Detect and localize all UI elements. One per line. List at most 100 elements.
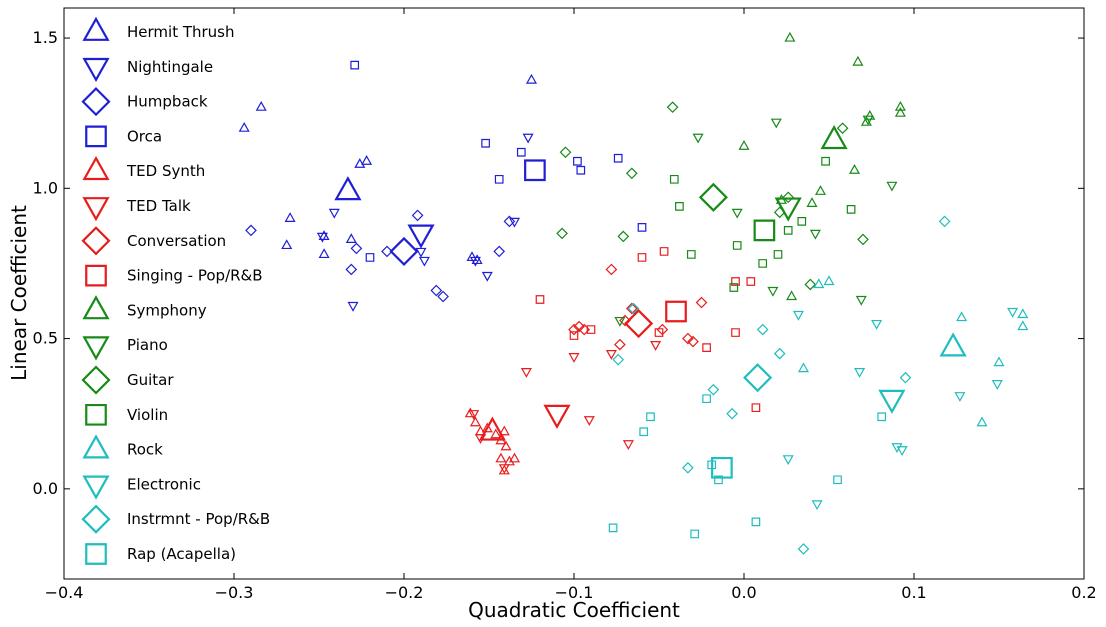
data-point	[702, 343, 711, 352]
data-point	[350, 60, 360, 70]
legend-label: Guitar	[127, 371, 174, 389]
data-point	[411, 209, 424, 222]
data-point	[381, 245, 393, 258]
data-point	[732, 241, 742, 250]
legend: Hermit Thrush Nightingale Humpback Orca TED …	[81, 16, 270, 565]
data-point	[468, 410, 480, 420]
series-mean-marker	[711, 456, 733, 479]
y-tick-label: 1.0	[33, 178, 58, 197]
data-point	[361, 155, 373, 165]
data-point	[899, 371, 912, 384]
y-axis: 0.0 0.5 1.0 1.5	[33, 28, 1084, 498]
data-point	[756, 323, 769, 336]
x-tick-label: −0.2	[385, 583, 424, 602]
legend-marker	[82, 197, 110, 222]
data-point	[619, 314, 631, 327]
data-point	[792, 310, 804, 321]
data-point	[797, 217, 807, 226]
data-point	[508, 452, 521, 463]
data-point	[852, 55, 864, 66]
data-point	[690, 529, 700, 539]
y-tick-label: 0.5	[33, 329, 58, 348]
y-axis-label: Linear Coefficient	[7, 205, 31, 381]
data-point	[956, 311, 968, 322]
data-point	[1007, 307, 1019, 318]
legend-marker	[82, 475, 110, 500]
data-point	[498, 425, 510, 436]
x-tick-label: −0.4	[45, 583, 84, 602]
data-point	[729, 283, 739, 292]
legend-label: Conversation	[127, 232, 226, 250]
legend-label: Singing - Pop/R&B	[127, 267, 263, 285]
legend-marker	[81, 365, 111, 395]
legend-marker	[81, 226, 111, 256]
series-mean-marker	[665, 300, 687, 323]
data-point	[886, 181, 898, 192]
data-point	[654, 328, 664, 337]
x-tick-label: −0.3	[215, 583, 254, 602]
data-point	[797, 543, 810, 555]
data-point	[365, 253, 375, 262]
legend-marker	[85, 543, 107, 565]
data-point	[576, 165, 586, 175]
data-point	[650, 340, 662, 351]
data-point	[682, 461, 694, 474]
series-mean-marker	[389, 236, 419, 266]
data-point	[726, 407, 738, 420]
data-point	[773, 250, 783, 259]
legend-marker	[82, 155, 110, 181]
series-mean-marker	[334, 176, 362, 201]
data-point	[738, 140, 750, 150]
data-point	[782, 455, 794, 466]
data-point	[1017, 320, 1029, 331]
data-point	[976, 416, 988, 427]
data-point	[770, 118, 782, 129]
data-point	[695, 296, 708, 309]
data-point	[498, 464, 510, 475]
data-point	[430, 284, 443, 297]
data-point	[814, 185, 827, 195]
data-point	[894, 106, 906, 117]
data-point	[871, 319, 883, 330]
data-point	[682, 332, 694, 345]
data-point	[784, 31, 796, 42]
data-point	[659, 247, 669, 256]
data-point	[687, 335, 699, 348]
data-point	[490, 428, 502, 439]
data-point	[854, 368, 866, 378]
data-point	[1017, 308, 1029, 319]
data-point	[954, 392, 966, 402]
mean-markers	[334, 124, 967, 479]
data-point	[627, 302, 640, 315]
data-point	[345, 263, 358, 276]
data-point	[281, 239, 293, 250]
legend-marker	[82, 57, 110, 83]
data-point	[864, 109, 876, 120]
data-point	[686, 250, 696, 259]
data-point	[520, 368, 532, 378]
series-mean-marker	[774, 197, 802, 222]
legend-marker	[85, 125, 107, 148]
data-point	[731, 328, 740, 337]
y-tick-label: 0.0	[33, 479, 58, 498]
data-point	[797, 362, 810, 373]
data-point	[535, 295, 545, 304]
legend-label: TED Synth	[126, 162, 205, 180]
data-point	[646, 412, 655, 422]
data-point	[675, 201, 684, 211]
data-point	[857, 233, 869, 246]
data-point	[469, 256, 481, 267]
series-mean-marker	[407, 224, 435, 249]
data-point	[586, 325, 596, 334]
legend-label: Rock	[127, 441, 163, 459]
data-point	[746, 277, 756, 286]
data-point	[494, 174, 504, 184]
data-point	[993, 356, 1005, 367]
data-point	[877, 412, 887, 422]
data-point	[238, 121, 250, 132]
data-point	[612, 353, 625, 366]
data-point	[637, 223, 647, 232]
data-point	[786, 290, 798, 301]
data-point	[614, 316, 626, 327]
